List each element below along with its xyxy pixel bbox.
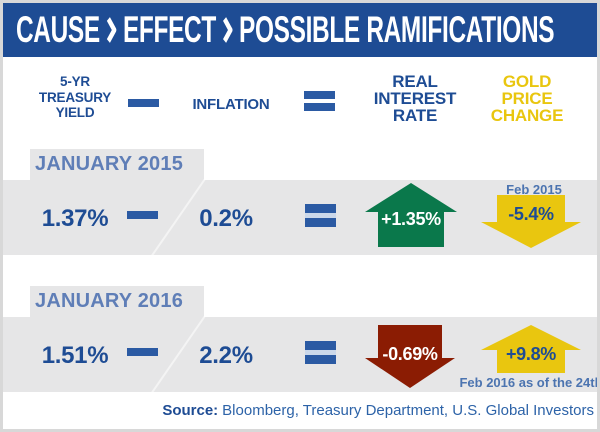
chevron-right-icon	[106, 17, 117, 43]
minus-icon	[128, 99, 159, 107]
column-header-real-interest-rate: REAL INTEREST RATE	[373, 72, 457, 125]
title-segment-effect: EFFECT	[122, 9, 216, 50]
equals-icon	[305, 204, 336, 227]
page-title: CAUSE EFFECT POSSIBLE RAMIFICATIONS	[16, 9, 555, 51]
source-text: Bloomberg, Treasury Department, U.S. Glo…	[222, 402, 594, 419]
header-bar: CAUSE EFFECT POSSIBLE RAMIFICATIONS	[3, 3, 597, 57]
chevron-right-icon	[222, 17, 233, 43]
title-segment-cause: CAUSE	[16, 9, 100, 50]
gold-down-arrow-icon: -5.4%	[481, 195, 581, 248]
data-row-2015: 1.37% 0.2% +1.35% Feb 2015 -5.4%	[3, 178, 597, 258]
source-line: Source: Bloomberg, Treasury Department, U…	[80, 402, 594, 419]
title-segment-ramifications: POSSIBLE RAMIFICATIONS	[239, 9, 555, 50]
source-label: Source:	[162, 402, 219, 419]
equals-icon	[304, 91, 335, 111]
gold-up-arrow-icon: +9.8%	[481, 325, 581, 373]
inflation-value: 2.2%	[199, 342, 253, 369]
period-tab-2015: JANUARY 2015	[30, 149, 204, 180]
treasury-yield-value: 1.51%	[41, 342, 109, 369]
treasury-yield-value: 1.37%	[41, 205, 109, 232]
gold-note: Feb 2016 as of the 24th	[459, 375, 600, 390]
column-header-inflation: INFLATION	[192, 96, 270, 113]
column-header-treasury-yield: 5-YR TREASURY YIELD	[38, 74, 112, 120]
inflation-value: 0.2%	[199, 205, 253, 232]
gold-change-value: -5.4%	[508, 204, 554, 224]
real-rate-value: -0.69%	[382, 344, 438, 364]
period-label: JANUARY 2015	[35, 153, 184, 175]
minus-icon	[127, 211, 158, 219]
equals-icon	[305, 341, 336, 364]
real-rate-down-arrow-icon: -0.69%	[365, 325, 455, 388]
period-label: JANUARY 2016	[35, 290, 184, 312]
real-rate-value: +1.35%	[381, 209, 441, 229]
real-rate-up-arrow-icon: +1.35%	[365, 183, 457, 247]
column-header-gold-price-change: GOLD PRICE CHANGE	[490, 72, 564, 125]
gold-note: Feb 2015	[506, 182, 562, 197]
minus-icon	[127, 348, 158, 356]
period-tab-2016: JANUARY 2016	[30, 286, 204, 317]
gold-change-value: +9.8%	[505, 344, 557, 364]
data-row-2016: 1.51% 2.2% -0.69% +9.8% Feb 2016 as of t…	[3, 315, 600, 395]
